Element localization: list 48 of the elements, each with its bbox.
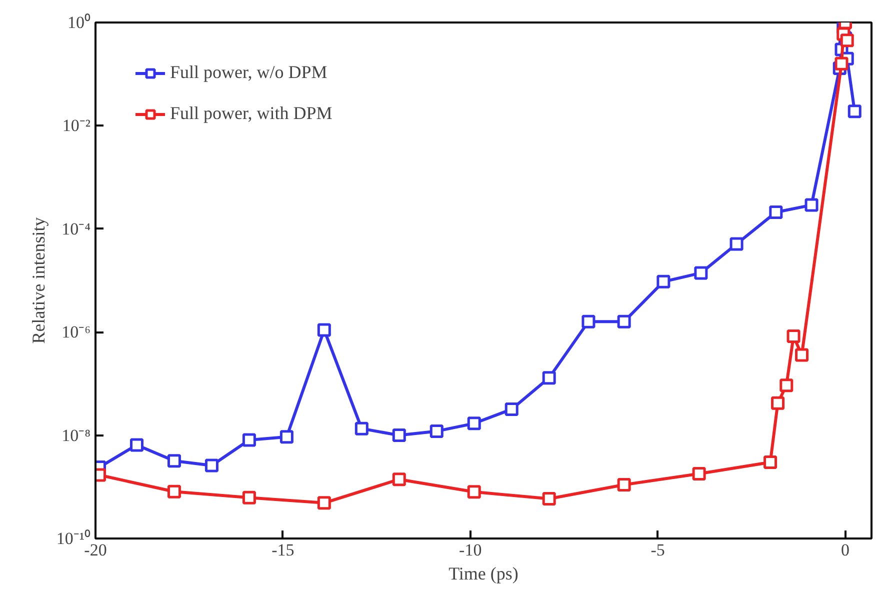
point: [280, 430, 294, 444]
point: [848, 104, 862, 118]
x-axis-title: Time (ps): [448, 564, 518, 584]
point: [780, 378, 794, 392]
point: [804, 198, 818, 212]
x-tick-label: -10: [459, 540, 482, 560]
point: [730, 237, 744, 251]
point: [582, 314, 596, 328]
point: [840, 34, 854, 48]
point: [242, 433, 256, 447]
point: [795, 348, 809, 362]
y-axis-title: Relative intensity: [28, 217, 48, 344]
y-tick-label: 10⁰: [68, 13, 90, 32]
point: [167, 454, 181, 468]
point: [167, 484, 181, 498]
point: [467, 485, 481, 499]
y-tick-label: 10⁻⁴: [62, 219, 91, 238]
point: [542, 371, 556, 385]
x-tick-label: -15: [272, 540, 294, 560]
point: [504, 402, 518, 416]
x-tick-label: -5: [650, 540, 665, 560]
point: [467, 416, 481, 430]
y-tick-label: 10⁻⁶: [62, 322, 91, 342]
point: [317, 323, 331, 337]
y-tick-label: 10⁻⁸: [62, 426, 91, 445]
point: [542, 492, 556, 506]
point: [786, 330, 800, 344]
x-tick-label: 0: [841, 540, 850, 560]
legend-label: Full power, w/o DPM: [170, 62, 328, 83]
point: [392, 472, 406, 486]
point: [769, 206, 783, 220]
point: [771, 396, 785, 410]
point: [130, 438, 144, 452]
point: [317, 496, 331, 510]
point: [692, 466, 706, 480]
y-tick-label: 10⁻²: [62, 116, 91, 136]
point: [392, 428, 406, 442]
point: [617, 478, 631, 492]
point: [694, 266, 708, 280]
legend-label: Full power, with DPM: [170, 103, 332, 124]
point: [764, 456, 778, 470]
point: [656, 274, 670, 288]
point: [204, 458, 218, 472]
point: [430, 424, 444, 438]
point: [242, 490, 256, 504]
point: [354, 422, 368, 436]
point: [834, 56, 848, 70]
point: [617, 314, 631, 328]
